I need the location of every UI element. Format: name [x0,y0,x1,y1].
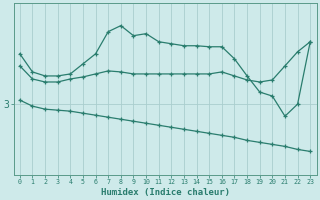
X-axis label: Humidex (Indice chaleur): Humidex (Indice chaleur) [100,188,229,197]
